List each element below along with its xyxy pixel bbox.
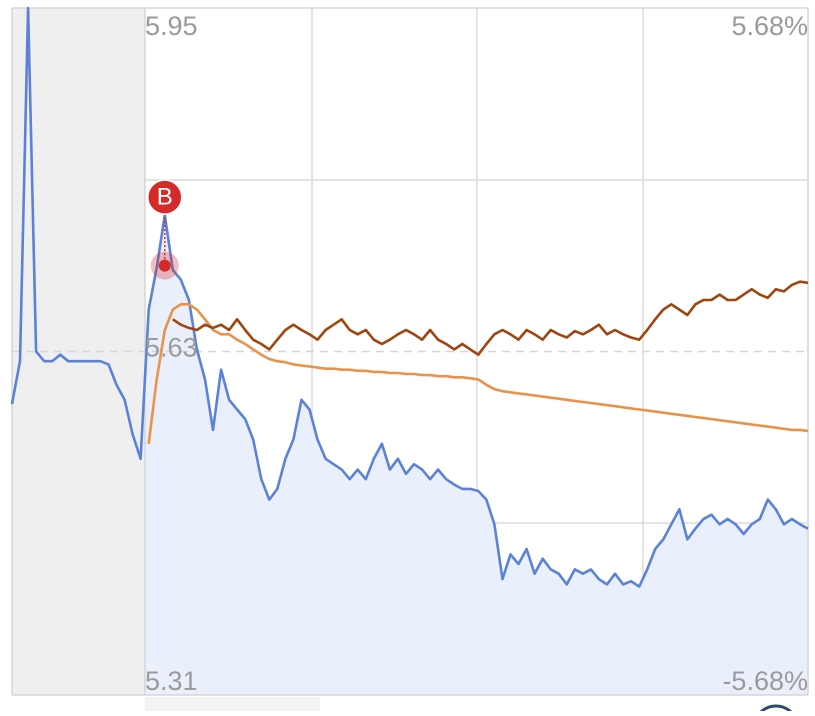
price-area <box>12 8 808 695</box>
annotation-label: B <box>157 184 173 211</box>
y2-tick-label: 5.68% <box>731 11 808 41</box>
lines <box>10 6 809 588</box>
y-tick-label: 5.95 <box>145 11 198 41</box>
premarket-shade <box>12 8 145 695</box>
scroll-strip <box>145 697 320 711</box>
y-tick-label: 5.31 <box>145 666 198 696</box>
y2-tick-label: -5.68% <box>722 666 808 696</box>
series-line <box>10 6 809 588</box>
annotation-badge <box>147 179 183 215</box>
ticks <box>12 7 808 696</box>
areas <box>12 8 808 695</box>
labels: 5.95 5.63 5.31 5.68% -5.68% B <box>145 11 808 696</box>
buy-price-dot <box>158 259 171 272</box>
series-line <box>172 280 809 356</box>
series-line <box>147 303 809 444</box>
y-tick-label: 5.63 <box>145 333 198 363</box>
button-edge[interactable] <box>754 704 798 716</box>
